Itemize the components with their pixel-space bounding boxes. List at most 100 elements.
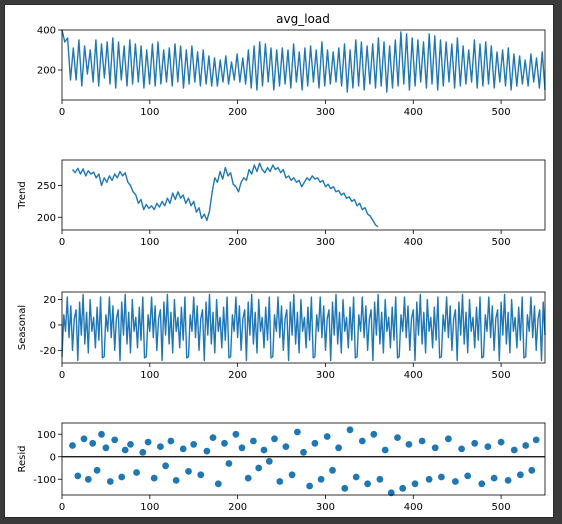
y-tick-label: 0 bbox=[50, 320, 56, 331]
resid-point bbox=[157, 443, 164, 450]
resid-point bbox=[329, 466, 336, 474]
x-tick-label: 0 bbox=[59, 237, 65, 248]
y-tick-label: 400 bbox=[37, 26, 56, 37]
y-tick-label: -100 bbox=[33, 475, 56, 486]
resid-point bbox=[471, 439, 479, 447]
x-tick-label: 100 bbox=[140, 237, 159, 248]
resid-point bbox=[255, 464, 263, 472]
y-tick-label: -20 bbox=[40, 346, 56, 357]
resid-point bbox=[118, 473, 126, 481]
resid-point bbox=[139, 448, 147, 456]
resid-point bbox=[387, 489, 395, 497]
resid-point bbox=[370, 430, 378, 438]
resid-point bbox=[260, 446, 268, 454]
resid-point bbox=[80, 435, 88, 443]
x-tick-label: 400 bbox=[404, 370, 423, 381]
resid-point bbox=[381, 446, 389, 454]
resid-point bbox=[127, 441, 134, 448]
x-tick-label: 200 bbox=[228, 370, 247, 381]
resid-point bbox=[144, 438, 152, 446]
y-tick-label: 100 bbox=[37, 430, 56, 441]
y-tick-label: 0 bbox=[50, 452, 56, 463]
panel-1: 0 100 200 300 400 500 200 400 bbox=[37, 26, 546, 118]
resid-point bbox=[167, 437, 175, 445]
resid-point bbox=[484, 443, 492, 450]
y-tick-label: 250 bbox=[37, 181, 56, 192]
x-tick-label: 500 bbox=[492, 502, 511, 513]
x-tick-label: 400 bbox=[404, 502, 423, 513]
series-line bbox=[61, 29, 546, 93]
x-tick-label: 200 bbox=[228, 237, 247, 248]
resid-point bbox=[69, 442, 76, 449]
resid-point bbox=[214, 480, 222, 488]
resid-point bbox=[300, 448, 307, 456]
resid-point bbox=[238, 444, 246, 452]
panel-2: 0 100 200 300 400 500 200 250 Trend bbox=[17, 159, 546, 248]
chart-title: avg_load bbox=[276, 12, 330, 26]
resid-point bbox=[317, 475, 325, 483]
resid-point bbox=[532, 436, 540, 444]
resid-point bbox=[89, 439, 97, 447]
panel-3: 0 100 200 300 400 500 -20 0 20 Seasonal bbox=[17, 291, 546, 381]
series-line bbox=[71, 162, 379, 228]
resid-point bbox=[74, 472, 82, 480]
resid-point bbox=[358, 437, 366, 445]
resid-point bbox=[394, 434, 401, 441]
x-tick-label: 400 bbox=[404, 107, 423, 118]
resid-point bbox=[162, 462, 170, 470]
resid-point bbox=[102, 444, 110, 452]
resid-point bbox=[203, 447, 211, 455]
decomposition-figure: avg_load 0 100 200 300 400 500 200 400 0 100 200 30… bbox=[17, 12, 546, 513]
resid-point bbox=[458, 445, 465, 453]
axes-frame bbox=[61, 291, 546, 364]
resid-point bbox=[399, 484, 407, 492]
resid-point bbox=[106, 478, 114, 485]
resid-point bbox=[84, 475, 92, 483]
resid-point bbox=[376, 475, 384, 483]
resid-point bbox=[271, 435, 278, 443]
resid-point bbox=[294, 428, 301, 436]
x-tick-label: 300 bbox=[316, 370, 335, 381]
resid-point bbox=[490, 474, 498, 482]
y-tick-label: 200 bbox=[37, 66, 56, 77]
resid-point bbox=[452, 478, 459, 485]
x-tick-label: 0 bbox=[59, 502, 65, 513]
resid-point bbox=[172, 477, 180, 484]
x-tick-label: 300 bbox=[316, 502, 335, 513]
resid-point bbox=[179, 445, 187, 453]
resid-point bbox=[510, 446, 518, 454]
resid-point bbox=[185, 468, 192, 475]
x-tick-label: 100 bbox=[140, 370, 159, 381]
resid-point bbox=[93, 466, 101, 474]
resid-point bbox=[306, 482, 313, 490]
resid-point bbox=[323, 433, 331, 440]
resid-point bbox=[282, 443, 290, 450]
x-tick-label: 200 bbox=[228, 107, 247, 118]
resid-point bbox=[111, 436, 119, 444]
resid-point bbox=[276, 478, 284, 485]
x-tick-label: 0 bbox=[59, 107, 65, 118]
resid-point bbox=[232, 430, 240, 438]
resid-point bbox=[352, 473, 360, 481]
resid-point bbox=[244, 474, 252, 482]
resid-point bbox=[411, 480, 419, 488]
resid-point bbox=[265, 457, 273, 465]
resid-point bbox=[311, 439, 319, 447]
resid-point bbox=[464, 472, 472, 480]
panel-4: 0 100 200 300 400 500 -100 0 100 Resid bbox=[17, 422, 546, 513]
series-line bbox=[61, 293, 546, 362]
axes-frame bbox=[61, 159, 546, 231]
resid-point bbox=[438, 473, 445, 481]
x-tick-label: 100 bbox=[140, 107, 159, 118]
resid-point bbox=[431, 444, 439, 452]
resid-point bbox=[225, 460, 233, 467]
x-tick-label: 300 bbox=[316, 107, 335, 118]
resid-point bbox=[221, 439, 228, 447]
resid-point bbox=[98, 430, 105, 438]
resid-point bbox=[425, 475, 433, 483]
axes-frame bbox=[61, 29, 546, 101]
resid-point bbox=[197, 471, 205, 479]
x-tick-label: 500 bbox=[492, 370, 511, 381]
x-tick-label: 0 bbox=[59, 370, 65, 381]
resid-point bbox=[150, 474, 158, 482]
